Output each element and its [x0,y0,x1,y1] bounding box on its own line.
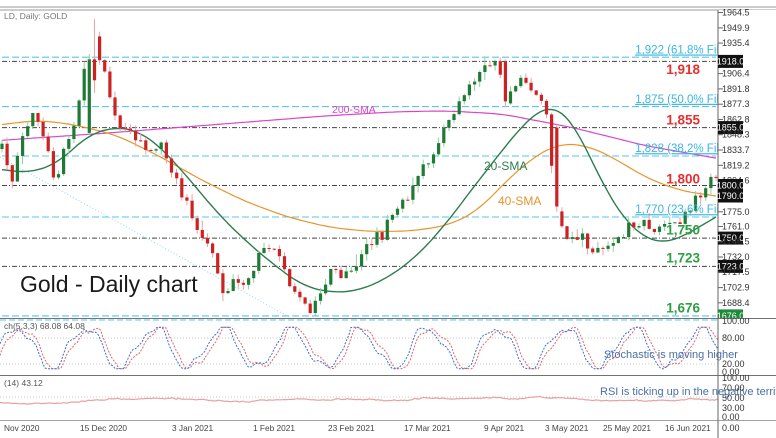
svg-text:1935.4: 1935.4 [722,38,750,48]
svg-text:9 Apr 2021: 9 Apr 2021 [484,423,525,433]
svg-text:1702.9: 1702.9 [722,283,750,293]
svg-text:3 Jan 2021: 3 Jan 2021 [172,423,213,433]
svg-text:1833.7: 1833.7 [722,145,750,155]
svg-text:RSI is ticking up in the negat: RSI is ticking up in the negative territ… [600,386,776,398]
svg-text:1,750: 1,750 [666,223,700,238]
svg-text:200-SMA: 200-SMA [332,104,376,116]
svg-text:0.00: 0.00 [722,423,740,433]
svg-text:1717.5: 1717.5 [722,267,750,277]
svg-text:1964.5: 1964.5 [722,8,750,18]
svg-text:1918.0: 1918.0 [717,56,745,66]
svg-text:23 Feb 2021: 23 Feb 2021 [328,423,375,433]
svg-text:Gold - Daily chart: Gold - Daily chart [20,271,198,297]
svg-text:80.00: 80.00 [722,333,745,343]
svg-text:1,676: 1,676 [666,301,700,316]
svg-text:Nov 2020: Nov 2020 [4,423,40,433]
svg-text:1949.9: 1949.9 [722,23,750,33]
svg-text:1688.4: 1688.4 [722,298,750,308]
svg-text:70.00: 70.00 [722,383,745,393]
svg-text:1775.0: 1775.0 [722,207,750,217]
svg-text:3 May 2021: 3 May 2021 [545,423,589,433]
svg-text:1906.4: 1906.4 [722,69,750,79]
svg-text:1819.2: 1819.2 [722,160,750,170]
svg-text:1790.0: 1790.0 [717,191,745,201]
svg-text:1,918: 1,918 [666,62,700,77]
svg-text:1848.3: 1848.3 [722,130,750,140]
svg-text:1,855: 1,855 [666,113,700,128]
svg-text:(14) 43.12: (14) 43.12 [4,378,43,388]
svg-text:0.00: 0.00 [722,412,740,420]
svg-text:1891.8: 1891.8 [722,84,750,94]
svg-text:1800.0: 1800.0 [717,181,745,191]
svg-text:16 Jun 2021: 16 Jun 2021 [665,423,711,433]
svg-text:1 Feb 2021: 1 Feb 2021 [253,423,295,433]
svg-text:15 Dec 2020: 15 Dec 2020 [80,423,127,433]
svg-text:LD, Daily: GOLD: LD, Daily: GOLD [4,11,67,21]
svg-text:1,800: 1,800 [666,172,700,187]
svg-text:1676.0: 1676.0 [717,311,745,318]
svg-text:25 May 2021: 25 May 2021 [603,423,651,433]
svg-text:1877.3: 1877.3 [722,99,750,109]
svg-text:100.00: 100.00 [722,375,750,383]
svg-text:1761.0: 1761.0 [722,222,750,232]
svg-text:0.00: 0.00 [722,367,740,375]
svg-text:17 Mar 2021: 17 Mar 2021 [404,423,451,433]
svg-text:20-SMA: 20-SMA [484,159,527,173]
svg-text:1746.5: 1746.5 [722,237,750,247]
svg-text:40-SMA: 40-SMA [498,194,541,208]
svg-text:50.00: 50.00 [722,393,745,403]
svg-text:1,723: 1,723 [666,251,700,266]
svg-text:100.00: 100.00 [722,318,750,326]
